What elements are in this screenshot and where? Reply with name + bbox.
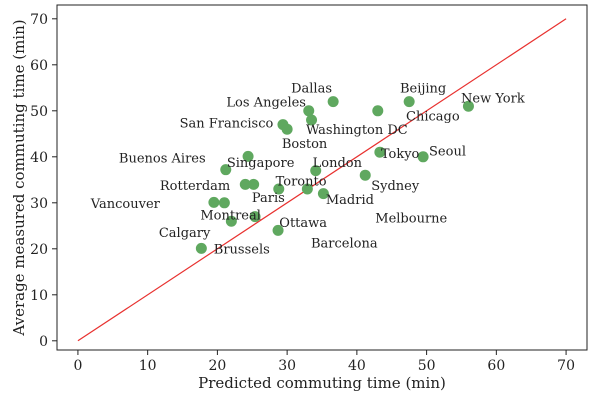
data-point — [417, 151, 429, 163]
data-point — [301, 183, 313, 195]
data-point — [281, 123, 293, 135]
city-label: Chicago — [406, 109, 460, 124]
city-label: Paris — [252, 191, 285, 206]
data-point — [272, 224, 284, 236]
city-label: Vancouver — [90, 197, 161, 212]
data-point — [239, 178, 251, 190]
reference-line-layer — [77, 18, 567, 342]
x-tick-label: 30 — [278, 358, 296, 374]
data-point — [273, 183, 285, 195]
y-axis-title: Average measured commuting time (min) — [10, 19, 28, 336]
scatter-points — [195, 96, 474, 254]
data-point — [372, 105, 384, 117]
data-point — [317, 188, 329, 200]
data-point — [218, 197, 230, 209]
city-label: Barcelona — [311, 236, 378, 251]
y-tick-label: 10 — [30, 288, 48, 304]
city-label: Singapore — [227, 156, 295, 171]
x-tick-label: 20 — [208, 358, 226, 374]
city-label: Melbourne — [375, 211, 447, 226]
city-label: Seoul — [429, 144, 466, 159]
data-point — [306, 114, 318, 126]
city-label: Sydney — [371, 179, 420, 194]
data-point — [248, 178, 260, 190]
x-tick-label: 10 — [139, 358, 157, 374]
data-point — [462, 100, 474, 112]
reference-line — [77, 18, 567, 342]
data-point — [195, 242, 207, 254]
x-tick-label: 40 — [348, 358, 366, 374]
city-label: Montreal — [200, 209, 261, 224]
city-label: Rotterdam — [160, 179, 230, 194]
data-point — [225, 215, 237, 227]
y-axis: 0 10 20 30 40 50 60 70 — [30, 12, 57, 350]
y-tick-label: 70 — [30, 12, 48, 28]
plot-frame — [56, 4, 588, 351]
city-label: Brussels — [214, 243, 270, 258]
y-tick-label: 50 — [30, 104, 48, 120]
city-label: Madrid — [326, 193, 374, 208]
x-axis: 0 10 20 30 40 50 60 70 — [73, 350, 575, 374]
city-label: New York — [461, 91, 525, 106]
x-tick-label: 0 — [73, 358, 82, 374]
x-tick-label: 50 — [418, 358, 436, 374]
y-tick-label: 60 — [30, 58, 48, 74]
city-label: Calgary — [159, 226, 211, 241]
city-label: Washington DC — [306, 123, 408, 138]
data-point — [310, 165, 322, 177]
y-tick-label: 20 — [30, 242, 48, 258]
city-label: Boston — [282, 137, 328, 152]
data-point — [242, 150, 254, 162]
data-point — [208, 196, 220, 208]
city-labels: Dallas Beijing New York Los Angeles Chicago S… — [90, 82, 525, 258]
data-point — [403, 96, 415, 108]
x-axis-title: Predicted commuting time (min) — [198, 374, 446, 392]
city-label: Beijing — [400, 82, 446, 97]
data-point — [249, 211, 261, 223]
data-point — [220, 164, 232, 176]
y-tick-label: 30 — [30, 196, 48, 212]
data-point — [303, 105, 315, 117]
city-label: Dallas — [291, 82, 332, 97]
city-label: Toronto — [276, 175, 327, 190]
x-tick-label: 70 — [557, 358, 575, 374]
city-label: Ottawa — [279, 216, 327, 231]
data-point — [359, 169, 371, 181]
city-label: Buenos Aires — [119, 152, 206, 167]
city-label: San Francisco — [180, 117, 274, 132]
y-tick-label: 40 — [30, 150, 48, 166]
data-point — [327, 96, 339, 108]
data-point — [374, 146, 386, 158]
y-tick-label: 0 — [39, 334, 48, 350]
city-label: Los Angeles — [226, 96, 306, 111]
city-label: Tokyo — [381, 147, 420, 162]
x-tick-label: 60 — [487, 358, 505, 374]
city-label: London — [313, 156, 363, 171]
